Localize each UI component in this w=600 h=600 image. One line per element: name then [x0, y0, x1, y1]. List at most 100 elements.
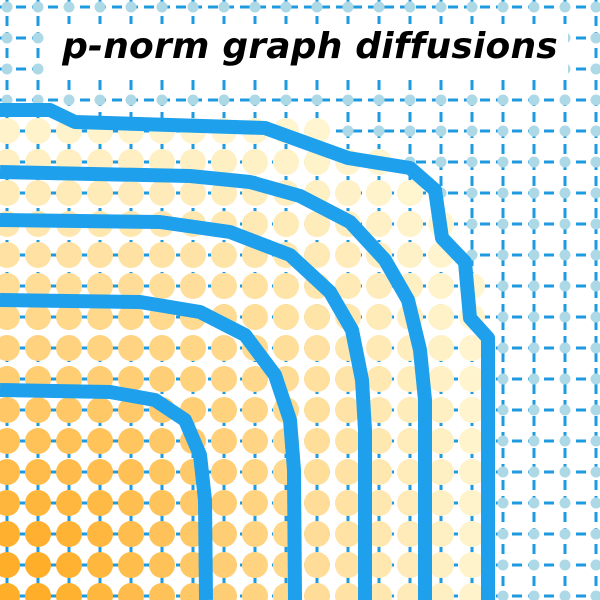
- diffusion-node: [459, 428, 485, 454]
- graph-node: [528, 497, 540, 509]
- diffusion-node: [304, 304, 330, 330]
- graph-node: [528, 218, 540, 230]
- graph-node: [590, 125, 600, 137]
- diffusion-node: [87, 180, 113, 206]
- graph-node: [497, 311, 509, 323]
- diffusion-node: [87, 273, 113, 299]
- diffusion-node: [397, 521, 423, 547]
- diffusion-node: [428, 273, 454, 299]
- graph-node: [497, 590, 509, 600]
- contour-line-2: [0, 165, 432, 600]
- diffusion-node: [87, 242, 113, 268]
- diffusion-node: [0, 583, 20, 600]
- diffusion-node: [25, 397, 51, 423]
- diffusion-node: [25, 490, 51, 516]
- graph-node: [528, 466, 540, 478]
- diffusion-node: [211, 366, 237, 392]
- diffusion-node: [25, 552, 51, 578]
- graph-node: [497, 404, 509, 416]
- graph-node: [218, 94, 230, 106]
- graph-node: [559, 280, 571, 292]
- diffusion-node: [366, 366, 392, 392]
- graph-node: [497, 435, 509, 447]
- graph-node: [249, 94, 261, 106]
- diffusion-node: [397, 583, 423, 600]
- diffusion-node: [242, 397, 268, 423]
- diffusion-node: [211, 490, 237, 516]
- diffusion-node: [397, 242, 423, 268]
- diffusion-node: [428, 335, 454, 361]
- graph-node: [404, 125, 416, 137]
- diffusion-node: [366, 583, 392, 600]
- diffusion-node: [118, 521, 144, 547]
- diffusion-node: [56, 335, 82, 361]
- graph-node: [590, 94, 600, 106]
- diffusion-node: [25, 273, 51, 299]
- diffusion-node: [211, 583, 237, 600]
- graph-node: [187, 94, 199, 106]
- graph-node: [559, 249, 571, 261]
- graph-node: [497, 1, 509, 13]
- graph-node: [156, 1, 168, 13]
- diffusion-node: [335, 397, 361, 423]
- graph-node: [528, 435, 540, 447]
- graph-node: [32, 1, 44, 13]
- diffusion-node: [87, 459, 113, 485]
- diffusion-node: [87, 428, 113, 454]
- diffusion-node: [459, 459, 485, 485]
- graph-node: [249, 1, 261, 13]
- graph-node: [559, 156, 571, 168]
- diffusion-node: [118, 366, 144, 392]
- diffusion-node: [459, 583, 485, 600]
- diffusion-node: [25, 335, 51, 361]
- graph-node: [1, 63, 13, 75]
- graph-node: [528, 1, 540, 13]
- graph-node: [497, 559, 509, 571]
- graph-node: [590, 373, 600, 385]
- graph-node: [466, 1, 478, 13]
- graph-node: [373, 1, 385, 13]
- contour-line-1: [0, 103, 495, 600]
- graph-node: [497, 125, 509, 137]
- diffusion-node: [180, 180, 206, 206]
- graph-node: [559, 497, 571, 509]
- diffusion-node: [242, 583, 268, 600]
- diffusion-node: [56, 521, 82, 547]
- graph-node: [528, 528, 540, 540]
- diffusion-node: [149, 273, 175, 299]
- graph-node: [63, 1, 75, 13]
- diffusion-node: [87, 490, 113, 516]
- diffusion-node: [304, 521, 330, 547]
- diagram-title: p-norm graph diffusions: [62, 26, 558, 67]
- graph-node: [590, 528, 600, 540]
- graph-node: [125, 1, 137, 13]
- diffusion-node: [304, 366, 330, 392]
- graph-node: [559, 435, 571, 447]
- diffusion-node: [211, 552, 237, 578]
- graph-node: [435, 1, 447, 13]
- diffusion-node: [56, 304, 82, 330]
- graph-node: [497, 94, 509, 106]
- diffusion-node: [366, 304, 392, 330]
- graph-node: [528, 280, 540, 292]
- graph-node: [63, 94, 75, 106]
- diffusion-node: [56, 273, 82, 299]
- diffusion-node: [335, 490, 361, 516]
- diffusion-node: [0, 180, 20, 206]
- graph-node: [590, 404, 600, 416]
- diffusion-node: [273, 273, 299, 299]
- diffusion-node: [25, 304, 51, 330]
- graph-node: [590, 559, 600, 571]
- diffusion-node: [56, 490, 82, 516]
- graph-node: [590, 280, 600, 292]
- diffusion-node: [366, 490, 392, 516]
- diffusion-node: [0, 304, 20, 330]
- diffusion-node: [366, 459, 392, 485]
- graph-node: [311, 94, 323, 106]
- graph-node: [559, 404, 571, 416]
- graph-node: [280, 1, 292, 13]
- diffusion-node: [242, 149, 268, 175]
- diffusion-node: [335, 521, 361, 547]
- graph-node: [32, 32, 44, 44]
- diffusion-node: [180, 242, 206, 268]
